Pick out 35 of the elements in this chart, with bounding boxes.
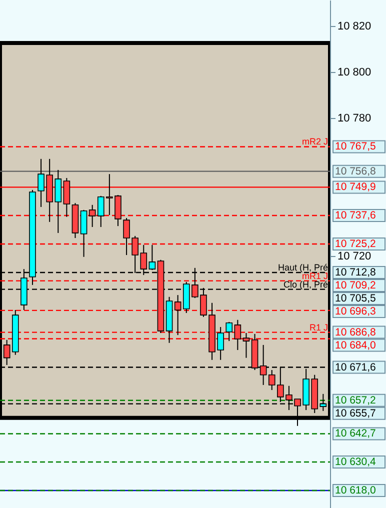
ref-line-label: 10 725,2 — [335, 238, 376, 250]
ref-line-label: 10 696,3 — [335, 306, 376, 318]
y-tick-label: 10 720 — [338, 250, 372, 262]
candlestick — [88, 204, 96, 228]
ref-line-label: 10 705,5 — [335, 292, 376, 305]
candlestick — [226, 321, 233, 342]
candlestick — [3, 339, 10, 366]
ref-line-label: 10 642,7 — [335, 428, 376, 440]
ref-line-label: 10 756,8 — [335, 165, 376, 178]
candlestick — [242, 332, 250, 358]
y-tick-label: 10 800 — [338, 66, 372, 78]
ref-line-label: 10 686,8 — [335, 326, 376, 338]
ref-line-label: 10 630,4 — [335, 456, 376, 468]
candlestick — [63, 177, 70, 218]
ref-line-label: 10 671,6 — [335, 361, 376, 374]
ref-line-label: 10 657,2 — [335, 394, 376, 406]
ref-line-label: 10 618,0 — [335, 484, 376, 497]
ref-line-label: 10 749,9 — [335, 181, 376, 194]
annotation: Clo (H, Pré — [283, 279, 328, 290]
ref-line-label: 10 767,5 — [335, 140, 376, 153]
annotation: R1 J — [309, 322, 328, 332]
candlestick — [174, 294, 182, 336]
ref-line-label: 10 655,7 — [335, 407, 376, 420]
candlestick — [148, 244, 156, 270]
candlestick — [234, 319, 242, 351]
annotation: mR2 J — [302, 136, 328, 147]
ref-line-label: 10 737,6 — [335, 209, 376, 222]
ref-line-label: 10 712,8 — [335, 266, 376, 279]
candlestick — [80, 209, 88, 258]
y-tick-label: 10 820 — [338, 20, 372, 32]
annotation: Haut (H, Pré — [278, 262, 328, 273]
ref-line-label: 10 684,0 — [335, 339, 376, 352]
y-tick-label: 10 780 — [338, 112, 372, 124]
annotation: mR1 J — [302, 270, 328, 281]
ref-line-label: 10 709,2 — [335, 280, 376, 292]
